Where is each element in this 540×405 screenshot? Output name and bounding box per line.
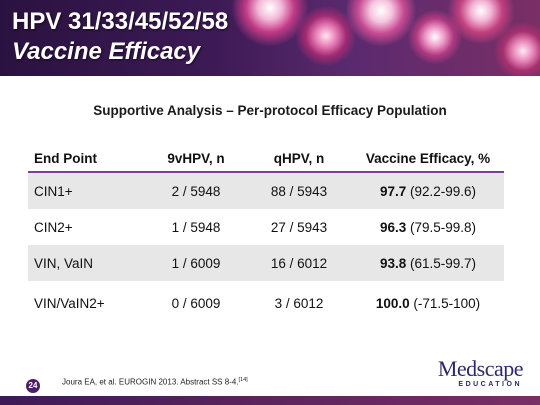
qhpv-cell: 3 / 6012 [246, 285, 352, 321]
row-spacer [28, 281, 504, 285]
citation-ref: [14] [238, 377, 248, 383]
efficacy-value: 100.0 [375, 295, 410, 311]
9vhpv-cell: 0 / 6009 [146, 285, 246, 321]
9vhpv-cell: 1 / 5948 [146, 209, 246, 245]
efficacy-ci: (92.2-99.6) [406, 183, 477, 199]
column-header-end-point: End Point [28, 145, 146, 173]
efficacy-cell: 97.7 (92.2-99.6) [352, 172, 504, 209]
table-row: CIN2+ 1 / 5948 27 / 5943 96.3 (79.5-99.8… [28, 209, 504, 245]
end-point-cell: VIN, VaIN [28, 245, 146, 281]
virus-particle-icon [494, 22, 540, 76]
table-header-row: End Point 9vHPV, n qHPV, n Vaccine Effic… [28, 145, 504, 173]
footer-bar [0, 396, 540, 405]
efficacy-cell: 100.0 (-71.5-100) [352, 285, 504, 321]
end-point-cell: VIN/VaIN2+ [28, 285, 146, 321]
efficacy-ci: (79.5-99.8) [406, 219, 477, 235]
qhpv-cell: 27 / 5943 [246, 209, 352, 245]
9vhpv-cell: 2 / 5948 [146, 172, 246, 209]
efficacy-value: 93.8 [379, 255, 407, 271]
column-header-qhpv: qHPV, n [246, 145, 352, 173]
9vhpv-cell: 1 / 6009 [146, 245, 246, 281]
virus-particle-icon [346, 0, 416, 46]
medscape-logo: Medscape [437, 356, 524, 381]
efficacy-cell: 96.3 (79.5-99.8) [352, 209, 504, 245]
citation-text: Joura EA, et al. EUROGIN 2013. Abstract … [62, 377, 239, 387]
end-point-cell: CIN1+ [28, 172, 146, 209]
qhpv-cell: 16 / 6012 [246, 245, 352, 281]
medscape-logo-subtitle: EDUCATION [458, 381, 522, 388]
efficacy-ci: (61.5-99.7) [406, 255, 477, 271]
slide-title-line2: Vaccine Efficacy [12, 38, 201, 65]
efficacy-ci: (-71.5-100) [409, 295, 481, 311]
efficacy-table: End Point 9vHPV, n qHPV, n Vaccine Effic… [28, 145, 504, 321]
table-row: VIN, VaIN 1 / 6009 16 / 6012 93.8 (61.5-… [28, 245, 504, 281]
slide-title-line1: HPV 31/33/45/52/58 [12, 8, 229, 35]
end-point-cell: CIN2+ [28, 209, 146, 245]
citation: Joura EA, et al. EUROGIN 2013. Abstract … [62, 377, 248, 387]
efficacy-cell: 93.8 (61.5-99.7) [352, 245, 504, 281]
column-header-9vhpv: 9vHPV, n [146, 145, 246, 173]
page-number-badge: 24 [26, 379, 40, 393]
header-banner: HPV 31/33/45/52/58 Vaccine Efficacy [0, 0, 540, 76]
table-row: VIN/VaIN2+ 0 / 6009 3 / 6012 100.0 (-71.… [28, 285, 504, 321]
efficacy-value: 97.7 [379, 183, 407, 199]
qhpv-cell: 88 / 5943 [246, 172, 352, 209]
column-header-vaccine-efficacy: Vaccine Efficacy, % [352, 145, 504, 173]
efficacy-value: 96.3 [379, 219, 407, 235]
table-row: CIN1+ 2 / 5948 88 / 5943 97.7 (92.2-99.6… [28, 172, 504, 209]
slide-subtitle: Supportive Analysis – Per-protocol Effic… [93, 103, 447, 118]
